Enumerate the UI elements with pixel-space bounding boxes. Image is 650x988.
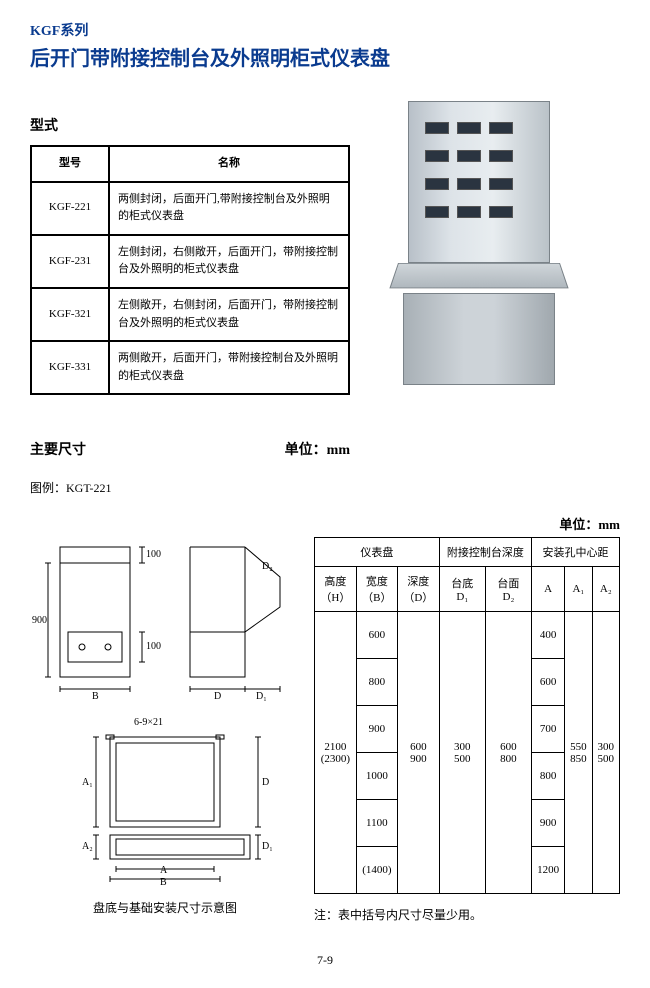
dim-label: A (160, 865, 167, 876)
cabinet-desk (389, 263, 568, 288)
dim-note: 注：表中括号内尺寸尽量少用。 (314, 906, 620, 923)
dim-label: D₁ (262, 841, 273, 852)
cabinet-base (403, 293, 555, 385)
model-cell: KGF-231 (31, 235, 109, 288)
dim-cell: 400 (531, 612, 564, 659)
dim-table: 仪表盘 附接控制台深度 安装孔中心距 高度（H） 宽度（B） 深度（D） 台底D… (314, 537, 620, 894)
dim-cell: 2100 (2300) (315, 612, 357, 894)
model-table: 型号 名称 KGF-221 两侧封闭，后面开门,带附接控制台及外照明的柜式仪表盘… (30, 145, 350, 395)
dim-sub-header: 宽度（B） (356, 567, 397, 612)
dim-cell: 600 900 (397, 612, 439, 894)
dim-cell: 600 (531, 659, 564, 706)
dim-label: 100 (146, 641, 161, 652)
model-heading: 型式 (30, 115, 350, 135)
bottom-row: 900 100 100 B D D₁ D₂ (30, 537, 620, 923)
model-cell: KGF-321 (31, 288, 109, 341)
dim-label: A₂ (82, 841, 93, 852)
dim-cell: 300 500 (592, 612, 619, 894)
dim-cell: 600 800 (485, 612, 531, 894)
cabinet-upper (408, 101, 550, 263)
top-row: 型式 型号 名称 KGF-221 两侧封闭，后面开门,带附接控制台及外照明的柜式… (30, 101, 620, 514)
dim-cell: 800 (531, 753, 564, 800)
page-title: 后开门带附接控制台及外照明柜式仪表盘 (30, 42, 620, 71)
product-photo (368, 101, 588, 401)
model-cell: 左侧封闭，右侧敞开，后面开门，带附接控制台及外照明的柜式仪表盘 (109, 235, 349, 288)
dim-group-header: 附接控制台深度 (439, 538, 531, 567)
dim-table-wrap: 仪表盘 附接控制台深度 安装孔中心距 高度（H） 宽度（B） 深度（D） 台底D… (314, 537, 620, 923)
model-col-name: 名称 (109, 146, 349, 182)
dim-cell: (1400) (356, 847, 397, 894)
model-cell: KGF-221 (31, 182, 109, 235)
page: KGF系列 后开门带附接控制台及外照明柜式仪表盘 型式 型号 名称 KGF-22… (0, 0, 650, 988)
model-block: 型式 型号 名称 KGF-221 两侧封闭，后面开门,带附接控制台及外照明的柜式… (30, 101, 350, 514)
series-label: KGF系列 (30, 20, 620, 40)
drawing-caption: 盘底与基础安装尺寸示意图 (30, 899, 300, 916)
dim-sub-header: 台底D₁ (439, 567, 485, 612)
model-cell: KGF-331 (31, 341, 109, 394)
dim-cell: 600 (356, 612, 397, 659)
dim-sub-header: A (531, 567, 564, 612)
dim-cell: 1000 (356, 753, 397, 800)
dim-label: D (262, 777, 269, 788)
dim-label: A₁ (82, 777, 93, 788)
dim-cell: 800 (356, 659, 397, 706)
dim-cell: 550 850 (565, 612, 592, 894)
dim-cell: 1100 (356, 800, 397, 847)
drawing-bottom: 6-9×21 A₁ A₂ D D₁ A B (30, 707, 300, 887)
dim-label: B (160, 877, 167, 888)
unit-right: 单位：mm (30, 514, 620, 533)
dim-sub-header: A₂ (592, 567, 619, 612)
dim-unit: 单位：mm (285, 439, 350, 459)
model-cell: 两侧敞开，后面开门，带附接控制台及外照明的柜式仪表盘 (109, 341, 349, 394)
dim-cell: 900 (531, 800, 564, 847)
model-col-code: 型号 (31, 146, 109, 182)
dim-cell: 300 500 (439, 612, 485, 894)
page-number: 7-9 (30, 953, 620, 968)
dim-label: B (92, 691, 99, 702)
dim-sub-header: 台面D₂ (485, 567, 531, 612)
dim-sub-header: 高度（H） (315, 567, 357, 612)
dim-group-header: 仪表盘 (315, 538, 440, 567)
dim-cell: 700 (531, 706, 564, 753)
drawing-top: 900 100 100 B D D₁ D₂ (30, 537, 300, 707)
dim-cell: 900 (356, 706, 397, 753)
dim-label: 100 (146, 549, 161, 560)
drawings-block: 900 100 100 B D D₁ D₂ (30, 537, 300, 916)
dim-label: D₁ (256, 691, 267, 702)
model-cell: 左侧敞开，右侧封闭，后面开门，带附接控制台及外照明的柜式仪表盘 (109, 288, 349, 341)
cabinet-illustration (408, 101, 548, 391)
dim-heading: 主要尺寸 (30, 439, 86, 459)
dim-sub-header: 深度（D） (397, 567, 439, 612)
dim-label: D (214, 691, 221, 702)
dim-label: 900 (32, 615, 47, 626)
dim-label: 6-9×21 (134, 717, 163, 728)
dim-group-header: 安装孔中心距 (531, 538, 619, 567)
model-cell: 两侧封闭，后面开门,带附接控制台及外照明的柜式仪表盘 (109, 182, 349, 235)
legend-label: 图例：KGT-221 (30, 479, 350, 496)
dim-cell: 1200 (531, 847, 564, 894)
dim-label: D₂ (262, 561, 273, 572)
dim-sub-header: A₁ (565, 567, 592, 612)
